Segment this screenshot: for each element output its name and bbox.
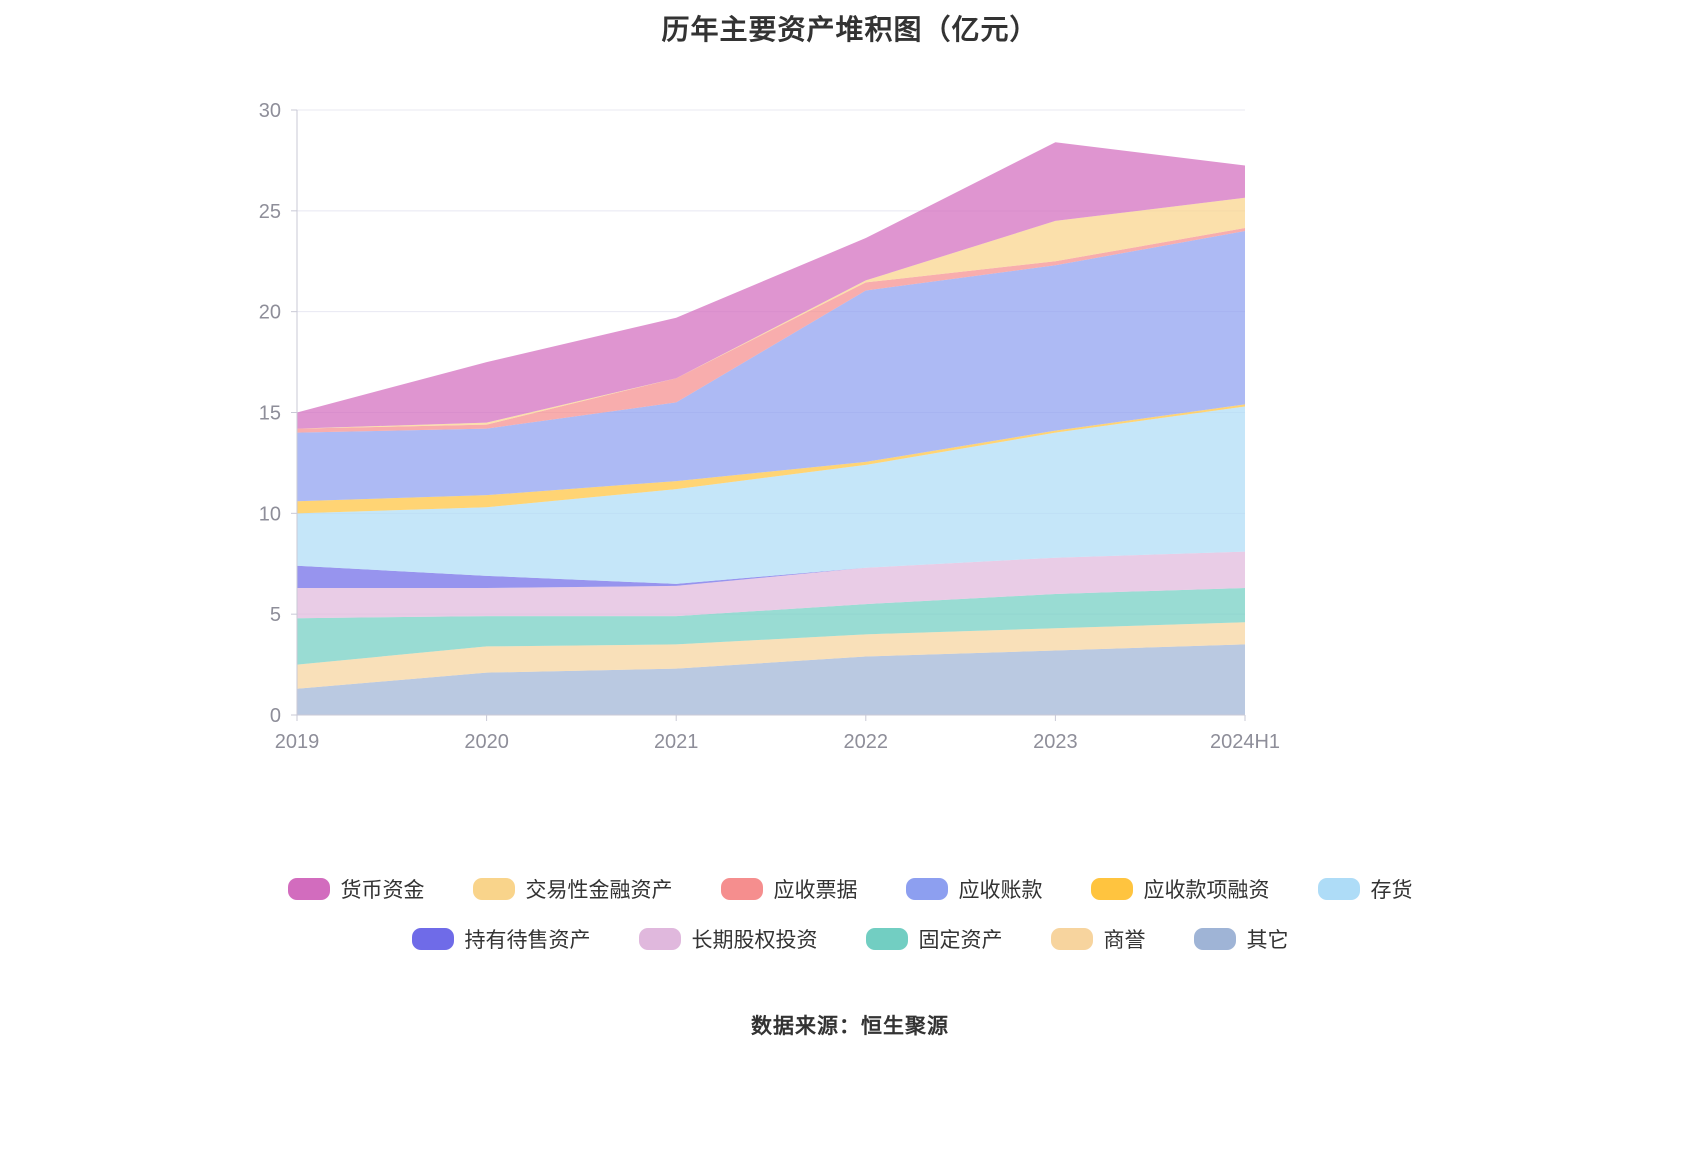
x-axis-label: 2019 (275, 731, 320, 753)
y-axis-label: 10 (259, 503, 281, 525)
legend-swatch (1050, 928, 1093, 950)
legend-label: 应收账款 (958, 879, 1043, 902)
x-axis-label: 2022 (844, 731, 889, 753)
legend-row: 持有待售资产 长期股权投资 固定资产 商誉 其它 (411, 924, 1289, 954)
area-series-9 (297, 197, 1245, 429)
x-axis-label: 2021 (654, 731, 699, 753)
y-axis-label: 30 (259, 100, 281, 122)
legend-swatch (638, 928, 681, 950)
y-axis-label: 15 (259, 403, 281, 425)
legend-swatch (720, 878, 763, 900)
chart-canvas: 0 5 10 15 20 25 30 2019 2020 2021 2022 2023 2024H1 (259, 100, 1280, 753)
x-axis-label: 2024H1 (1210, 731, 1280, 753)
legend-item[interactable]: 应收款项融资 (1090, 874, 1270, 904)
stacked-area-chart: 0 5 10 15 20 25 30 2019 2020 2021 2022 2023 2024H1 (259, 100, 1280, 753)
area-series-5 (297, 406, 1245, 584)
area-series-6 (297, 404, 1245, 514)
x-axis-label: 2023 (1033, 731, 1078, 753)
legend-item[interactable]: 固定资产 (865, 924, 1003, 954)
y-axis-label: 5 (270, 604, 281, 626)
legend-swatch (1317, 878, 1360, 900)
area-series-3 (297, 551, 1245, 619)
legend-label: 交易性金融资产 (525, 879, 673, 902)
area-series-7 (297, 231, 1245, 502)
y-axis-label: 0 (270, 705, 281, 727)
legend-item[interactable]: 货币资金 (287, 874, 425, 904)
legend-swatch (1090, 878, 1133, 900)
legend-swatch (1193, 928, 1236, 950)
legend-item[interactable]: 交易性金融资产 (472, 874, 673, 904)
legend-row: 货币资金 交易性金融资产 应收票据 应收账款 应收款项融资 存货 (287, 874, 1413, 904)
legend-label: 应收票据 (773, 879, 858, 902)
legend-label: 货币资金 (340, 879, 425, 902)
legend-swatch (287, 878, 330, 900)
legend-item[interactable]: 应收账款 (905, 874, 1043, 904)
y-axis-label: 25 (259, 201, 281, 223)
legend-item[interactable]: 持有待售资产 (411, 924, 591, 954)
legend-label: 长期股权投资 (691, 929, 818, 952)
x-axis-label: 2020 (464, 731, 509, 753)
chart-legend: 货币资金 交易性金融资产 应收票据 应收账款 应收款项融资 存货持有待售资产 长期股权投资 固… (0, 874, 1700, 954)
area-series-4 (297, 551, 1245, 588)
data-source: 数据来源：恒生聚源 (751, 1015, 949, 1038)
chart-title: 历年主要资产堆积图（亿元） (661, 14, 1039, 45)
legend-item[interactable]: 商誉 (1050, 924, 1146, 954)
area-series-1 (297, 622, 1245, 689)
legend-item[interactable]: 长期股权投资 (638, 924, 818, 954)
area-series-10 (297, 142, 1245, 429)
legend-item[interactable]: 其它 (1193, 924, 1289, 954)
legend-item[interactable]: 应收票据 (720, 874, 858, 904)
legend-swatch (865, 928, 908, 950)
legend-label: 持有待售资产 (464, 929, 591, 952)
legend-label: 应收款项融资 (1143, 879, 1270, 902)
legend-label: 固定资产 (918, 929, 1003, 952)
legend-label: 其它 (1246, 929, 1289, 952)
area-series-2 (297, 587, 1245, 665)
legend-swatch (411, 928, 454, 950)
y-axis-label: 20 (259, 302, 281, 324)
legend-item[interactable]: 存货 (1317, 874, 1413, 904)
legend-label: 商誉 (1103, 929, 1146, 952)
legend-swatch (905, 878, 948, 900)
legend-swatch (472, 878, 515, 900)
area-series-0 (297, 644, 1245, 715)
legend-label: 存货 (1370, 879, 1413, 902)
